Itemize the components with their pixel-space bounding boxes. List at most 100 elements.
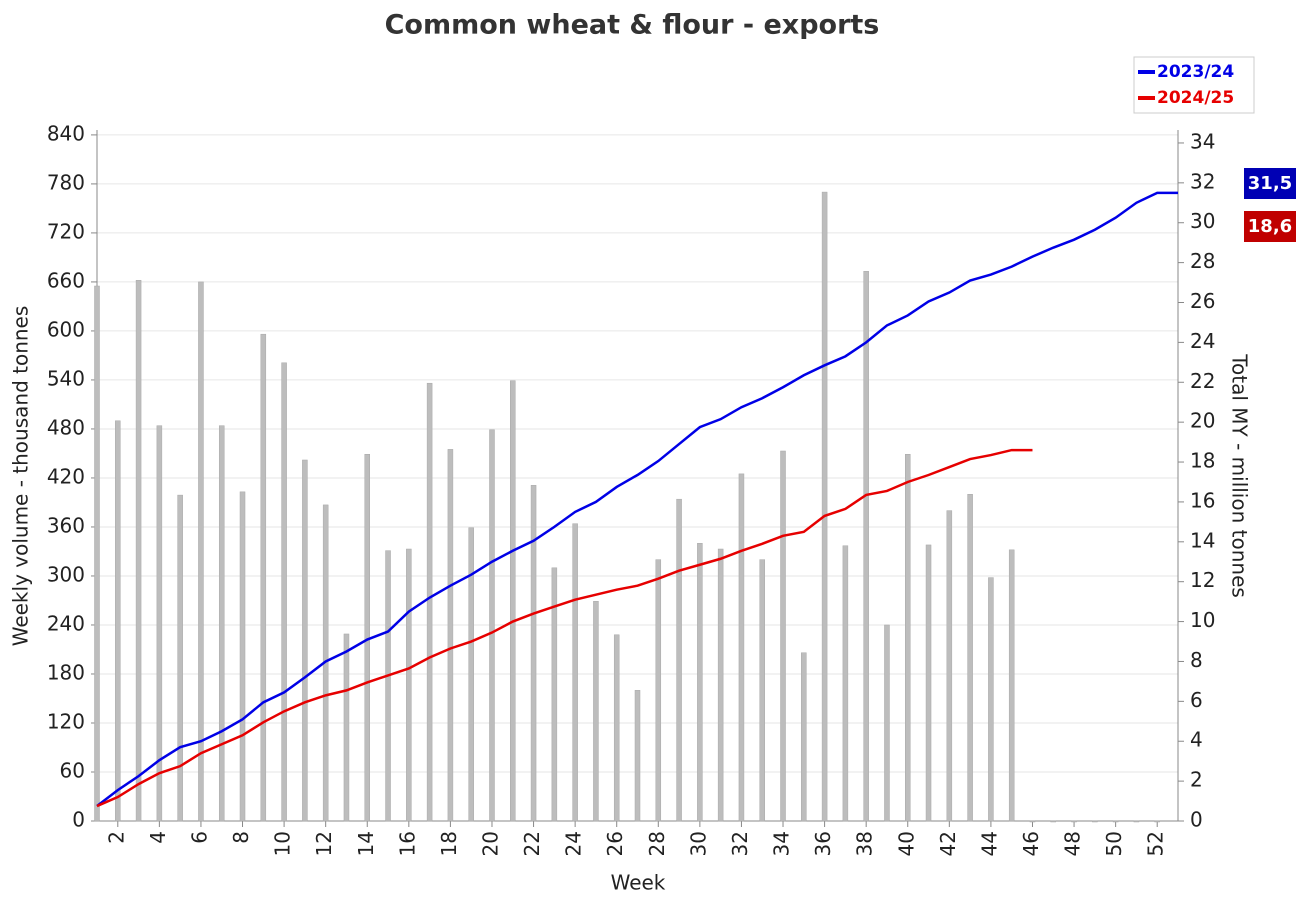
bar [260,333,267,822]
y2-tick-label: 6 [1190,688,1203,712]
line [96,448,1033,808]
x-tick-label: 46 [1019,831,1043,856]
bar [1112,820,1119,823]
y-tick-label: 420 [47,464,85,488]
bar [489,429,495,822]
x-tick-label: 36 [811,831,835,856]
line [96,191,1178,808]
bar [447,449,454,822]
bar [1071,820,1077,823]
bar [801,652,807,822]
x-tick-label: 4 [146,831,170,844]
bar [967,494,973,822]
y-axis-label: Weekly volume - thousand tonnes [9,306,33,647]
x-tick-label: 38 [853,831,877,856]
x-tick-label: 20 [478,831,502,856]
y-tick-label: 300 [47,562,85,586]
end-label: 31,5 [1248,173,1292,194]
bar [530,485,537,822]
bar [1133,820,1140,823]
bar [177,494,183,822]
x-tick-label: 34 [770,831,794,856]
y2-tick-label: 14 [1190,528,1215,552]
x-tick-label: 10 [271,831,295,856]
y2-tick-label: 28 [1190,249,1215,273]
y2-tick-label: 0 [1190,808,1203,832]
bar [198,281,204,822]
bar [281,362,287,822]
bar [115,420,121,822]
y-tick-label: 480 [47,415,85,439]
bar [239,491,246,822]
y2-tick-label: 30 [1190,209,1215,233]
bar [821,191,828,822]
x-axis-label: Week [611,871,666,895]
x-tick-label: 26 [603,831,627,856]
bar [302,459,308,822]
y-tick-label: 0 [72,808,85,832]
y-tick-label: 540 [47,366,85,390]
x-tick-label: 48 [1061,831,1085,856]
y2-tick-label: 8 [1190,648,1203,672]
legend-label: 2023/24 [1157,62,1234,82]
bar [156,425,163,822]
bar [738,473,745,822]
y2-tick-label: 20 [1190,409,1215,433]
y2-tick-label: 12 [1190,568,1215,592]
y-tick-label: 840 [47,121,85,145]
y2-tick-label: 16 [1190,488,1215,512]
bar [1050,820,1057,823]
y2-tick-label: 10 [1190,608,1215,632]
end-label-box [1244,168,1296,199]
x-tick-label: 44 [977,831,1001,856]
end-label: 18,6 [1248,216,1292,237]
bar [634,690,641,822]
bar [655,559,662,822]
x-tick-label: 24 [562,831,586,856]
x-tick-label: 28 [645,831,669,856]
y2-tick-label: 34 [1190,129,1215,153]
bar [759,559,765,822]
bar [426,382,433,822]
y-tick-label: 240 [47,611,85,635]
x-tick-label: 32 [728,831,752,856]
y-tick-label: 120 [47,709,85,733]
y-tick-label: 60 [60,758,85,782]
bar [780,450,786,822]
y-tick-label: 660 [47,268,85,292]
bar [925,544,932,822]
x-tick-label: 12 [312,831,336,856]
y2-axis-label: Total MY - million tonnes [1228,353,1252,598]
y-tick-label: 180 [47,660,85,684]
x-tick-label: 42 [936,831,960,856]
y2-tick-label: 22 [1190,369,1215,393]
bar [593,601,599,822]
bar [717,548,724,822]
x-tick-label: 16 [395,831,419,856]
legend-box [1133,56,1255,114]
y-tick-label: 600 [47,317,85,341]
bar [510,380,516,822]
x-tick-label: 8 [229,831,253,844]
bar [676,498,682,822]
bar [385,550,391,822]
bar [842,545,849,822]
bar [1008,549,1015,822]
bar [218,425,225,822]
y-tick-label: 780 [47,170,85,194]
bar [884,624,890,822]
bar [343,633,350,822]
x-tick-label: 18 [437,831,461,856]
bar [551,567,558,822]
bar [1154,820,1160,823]
bar [613,634,620,822]
bar [572,523,578,822]
y2-tick-label: 2 [1190,768,1203,792]
bar [946,510,953,822]
legend-label: 2024/25 [1157,88,1234,108]
y2-tick-label: 24 [1190,329,1215,353]
x-tick-label: 50 [1102,831,1126,856]
y2-tick-label: 26 [1190,289,1215,313]
y2-tick-label: 4 [1190,728,1203,752]
